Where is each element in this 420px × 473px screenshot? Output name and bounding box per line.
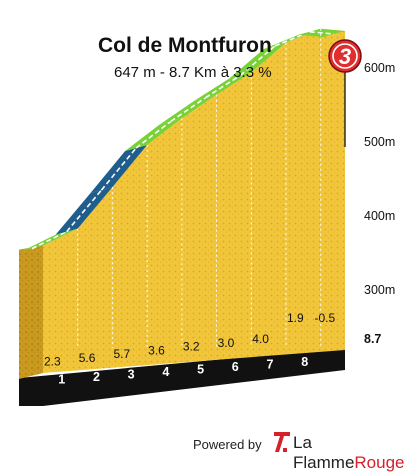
footer-powered-by: Powered by — [193, 437, 262, 452]
km-label: 3 — [128, 367, 135, 381]
category-badge-ring — [332, 43, 358, 69]
km-label: 2 — [93, 370, 100, 384]
slope-center-line — [205, 74, 241, 99]
climb-profile-chart: 2.3 5.6 5.7 3.6 3.2 3.0 4.0 1.9 -0.5 1 2 3 4 5 6 7 8 8.7… — [19, 28, 395, 406]
slope-center-line — [31, 230, 68, 250]
altitude-tick-label: 600m — [364, 61, 395, 75]
altitude-tick-label: 400m — [364, 209, 395, 223]
altitude-tick-label: 300m — [364, 283, 395, 297]
altitude-tick-label: 500m — [364, 135, 395, 149]
gradient-label: 3.0 — [218, 336, 235, 350]
gradient-label: 5.6 — [79, 351, 96, 365]
profile-front-face — [43, 28, 345, 374]
gradient-label: -0.5 — [315, 311, 336, 325]
chart-subtitle: 647 m - 8.7 Km à 3.3 % — [114, 64, 272, 81]
chart-title: Col de Montfuron — [98, 34, 272, 57]
km-labels: 1 2 3 4 5 6 7 8 8.7 — [58, 332, 381, 386]
footer-brand-accent: Rouge — [354, 453, 405, 472]
ground-polygon — [19, 348, 345, 406]
gradient-label: 3.2 — [183, 340, 200, 354]
slope-center-line — [135, 120, 172, 149]
slope-center-line — [274, 31, 311, 47]
km-label: 7 — [267, 357, 274, 371]
km-dividers — [77, 28, 322, 348]
slope-segment — [159, 94, 217, 125]
km-label: 4 — [162, 365, 169, 379]
gradient-label: 5.7 — [113, 347, 130, 361]
altitude-tick-labels: 300m 400m 500m 600m — [364, 61, 395, 297]
slope-center-line — [100, 147, 137, 191]
km-label: 8 — [301, 355, 308, 369]
total-distance-label: 8.7 — [364, 332, 381, 346]
ground-band — [19, 348, 345, 406]
km-label: 5 — [197, 362, 204, 376]
gradient-label: 4.0 — [252, 332, 269, 346]
km-label: 1 — [58, 372, 65, 386]
category-number: 3 — [339, 44, 351, 69]
flame-logo-icon — [274, 432, 290, 452]
profile-slope — [21, 28, 345, 252]
slope-center-line — [309, 30, 335, 35]
profile-fill — [19, 28, 345, 379]
slope-center-line — [170, 96, 207, 122]
profile-side-face — [19, 245, 43, 379]
slope-segment — [229, 42, 286, 79]
gradient-labels: 2.3 5.6 5.7 3.6 3.2 3.0 4.0 1.9 -0.5 — [44, 311, 335, 369]
footer-brand-main: La Flamme — [293, 433, 355, 472]
footer-brand: La FlammeRouge — [293, 433, 420, 473]
gradient-label: 2.3 — [44, 355, 61, 369]
km-label: 6 — [232, 360, 239, 374]
gradient-label: 3.6 — [148, 343, 165, 357]
slope-segment — [125, 118, 182, 151]
slope-center-line — [66, 189, 103, 233]
gradient-label: 1.9 — [287, 311, 304, 325]
